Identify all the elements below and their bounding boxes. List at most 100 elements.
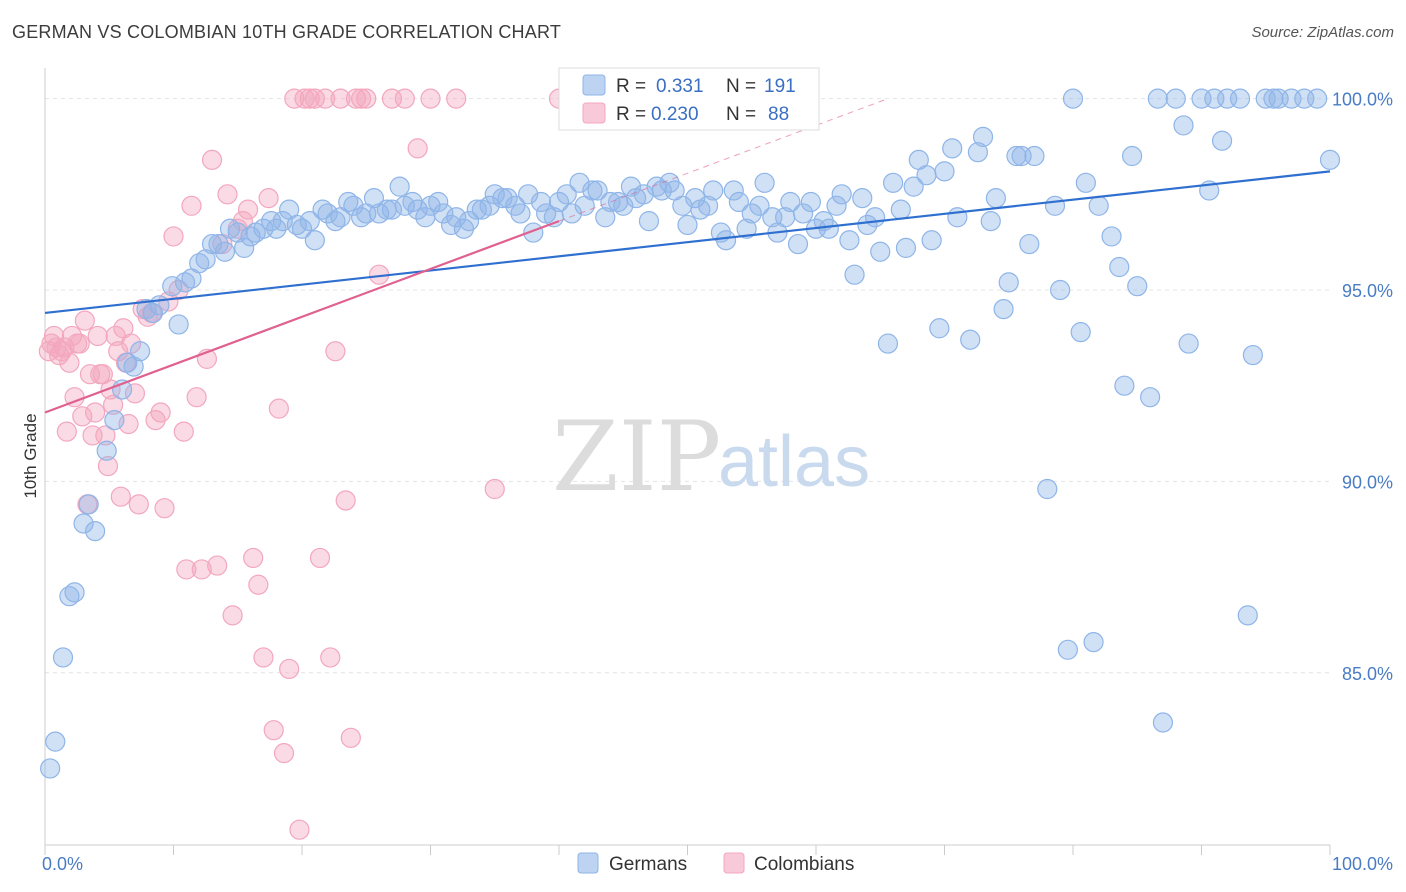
german-point bbox=[317, 203, 338, 224]
german-point bbox=[934, 161, 955, 182]
colombian-point bbox=[85, 402, 106, 423]
german-point bbox=[1178, 333, 1199, 354]
german-point bbox=[620, 176, 642, 197]
german-point bbox=[865, 207, 886, 228]
german-point bbox=[1127, 276, 1148, 297]
colombian-point bbox=[110, 486, 131, 507]
german-point bbox=[831, 184, 852, 205]
german-point bbox=[45, 731, 66, 752]
germans-legend-swatch bbox=[577, 852, 599, 874]
german-point bbox=[466, 199, 487, 220]
german-point bbox=[780, 191, 801, 213]
german-point bbox=[299, 211, 320, 232]
colombian-point bbox=[59, 352, 80, 373]
german-point bbox=[582, 180, 603, 201]
colombian-point bbox=[263, 720, 284, 741]
colombian-point bbox=[279, 658, 300, 680]
german-point bbox=[1242, 344, 1264, 366]
german-point bbox=[162, 276, 183, 297]
german-point bbox=[363, 188, 385, 209]
colombian-trend-extension bbox=[558, 98, 889, 222]
germans-legend-label: Germans bbox=[609, 854, 687, 875]
colombian-point bbox=[330, 88, 351, 109]
colombian-point bbox=[304, 88, 325, 109]
colombian-point bbox=[54, 337, 75, 358]
german-point bbox=[64, 582, 85, 603]
colombian-point bbox=[351, 88, 372, 109]
y-tick-label: 90.0% bbox=[1342, 472, 1393, 492]
german-point bbox=[967, 142, 989, 163]
colombian-point bbox=[207, 555, 228, 576]
colombian-r-label: R = bbox=[616, 104, 646, 125]
german-point bbox=[1019, 233, 1040, 255]
german-point bbox=[870, 241, 891, 262]
german-point bbox=[942, 138, 963, 159]
german-point bbox=[787, 233, 809, 255]
german-point bbox=[136, 299, 157, 320]
german-point bbox=[556, 184, 577, 205]
german-point bbox=[343, 195, 364, 216]
source-credit: Source: ZipAtlas.com bbox=[1251, 24, 1394, 41]
german-point bbox=[428, 191, 449, 213]
colombian-point bbox=[237, 199, 259, 220]
german-point bbox=[595, 207, 616, 228]
german-point bbox=[826, 195, 847, 216]
german-point bbox=[96, 440, 117, 461]
german-legend-swatch bbox=[582, 74, 606, 96]
german-point bbox=[844, 264, 865, 285]
colombian-n-label: N = bbox=[726, 104, 756, 125]
german-point bbox=[1057, 639, 1078, 660]
german-point bbox=[972, 126, 994, 147]
german-point bbox=[78, 494, 99, 515]
colombians-legend-swatch bbox=[723, 852, 745, 874]
german-point bbox=[741, 203, 762, 224]
german-point bbox=[890, 199, 911, 220]
german-point bbox=[715, 230, 737, 251]
german-point bbox=[800, 191, 821, 213]
german-point bbox=[227, 222, 248, 243]
german-point bbox=[479, 195, 500, 216]
colombian-point bbox=[268, 398, 289, 419]
german-point bbox=[1237, 605, 1258, 626]
colombian-point bbox=[294, 88, 315, 109]
german-point bbox=[980, 211, 1001, 232]
german-point bbox=[749, 195, 770, 216]
german-point bbox=[857, 214, 878, 236]
german-point bbox=[510, 203, 531, 224]
colombian-point bbox=[258, 188, 279, 209]
german-point bbox=[52, 647, 74, 668]
colombian-r-value: 0.230 bbox=[651, 104, 699, 125]
colombian-n-value: 88 bbox=[768, 104, 789, 125]
german-point bbox=[1263, 88, 1284, 109]
german-points bbox=[40, 88, 1341, 779]
colombian-trend-line bbox=[44, 220, 560, 414]
german-point bbox=[1165, 88, 1186, 109]
german-point bbox=[214, 241, 235, 262]
german-point bbox=[1050, 279, 1071, 301]
german-point bbox=[613, 195, 634, 216]
colombian-point bbox=[284, 88, 305, 109]
colombian-point bbox=[154, 498, 175, 519]
german-point bbox=[754, 172, 775, 193]
german-point bbox=[960, 329, 981, 350]
colombian-point bbox=[325, 341, 346, 362]
german-point bbox=[492, 188, 513, 209]
german-point bbox=[728, 191, 750, 213]
german-point bbox=[73, 513, 94, 534]
german-point bbox=[1147, 88, 1168, 109]
german-point bbox=[1122, 145, 1143, 167]
german-point bbox=[1044, 195, 1066, 216]
colombian-point bbox=[299, 88, 320, 109]
german-point bbox=[736, 218, 757, 239]
german-point bbox=[195, 249, 216, 270]
colombian-point bbox=[253, 647, 274, 668]
colombian-point bbox=[201, 149, 223, 170]
german-point bbox=[677, 214, 698, 236]
german-r-label: R = bbox=[616, 76, 646, 97]
colombian-point bbox=[345, 88, 367, 109]
y-axis-label: 10th Grade bbox=[21, 413, 40, 498]
german-point bbox=[723, 180, 744, 201]
colombian-point bbox=[407, 138, 428, 159]
colombian-point bbox=[340, 727, 361, 748]
colombian-point bbox=[248, 574, 269, 595]
